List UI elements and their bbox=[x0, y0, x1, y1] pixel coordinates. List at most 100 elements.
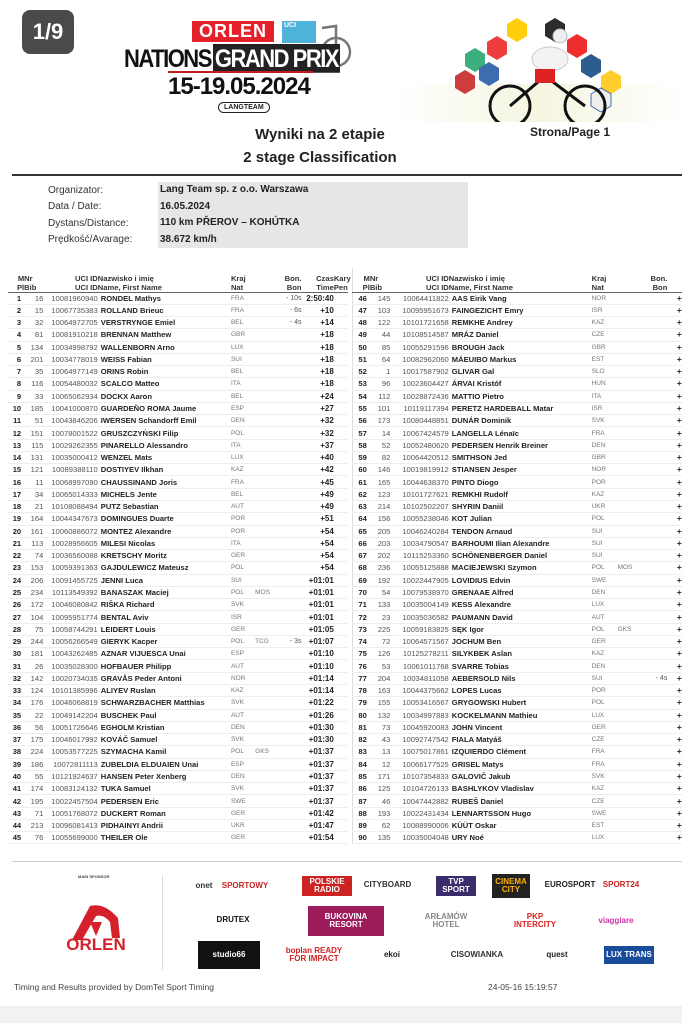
cell-time: +05:23 bbox=[667, 696, 682, 710]
cell-bib: 13 bbox=[369, 745, 391, 759]
cell-team bbox=[617, 831, 640, 845]
cell-pl: 41 bbox=[8, 782, 25, 796]
cell-time: +40 bbox=[301, 451, 334, 465]
cell-team bbox=[255, 598, 276, 612]
cell-pen bbox=[333, 696, 348, 710]
cell-bib: 34 bbox=[24, 488, 44, 502]
cell-name: MILESI Nicolas bbox=[97, 537, 231, 551]
cell-nat: LUX bbox=[591, 831, 618, 845]
cell-team bbox=[255, 647, 276, 661]
column-header-nat: Kraj Nat bbox=[591, 273, 607, 292]
cell-nat: KAZ bbox=[230, 463, 256, 477]
cell-team bbox=[617, 525, 640, 538]
cell-pen bbox=[333, 733, 348, 747]
table-row: 20 161 10060886072 MONTEZ Alexandre POR +54 bbox=[8, 525, 348, 538]
cell-pen bbox=[333, 770, 348, 784]
column-header-team bbox=[255, 268, 275, 292]
cell-pl: 65 bbox=[352, 525, 370, 538]
cell-bon bbox=[275, 390, 302, 403]
table-row: 2 15 10067735383 ROLLAND Brieuc FRA - 6s +10 bbox=[8, 304, 348, 318]
cell-pl: 49 bbox=[352, 328, 370, 342]
results-table-left: M Pl Nr Bib UCI ID UCI ID Nazwisko i imię N… bbox=[8, 268, 351, 845]
cell-bon bbox=[275, 341, 302, 354]
cell-name: SILYKBEK Aslan bbox=[448, 647, 592, 661]
table-row: 8 116 10054480032 SCALCO Matteo ITA +18 bbox=[8, 377, 348, 391]
sponsor-logo: BUKOVINA RESORT bbox=[308, 906, 384, 936]
cell-team bbox=[255, 488, 276, 502]
sponsor-logo: ekoi bbox=[362, 946, 422, 964]
cell-name: WEISS Fabian bbox=[97, 353, 231, 367]
cell-nat: BEL bbox=[230, 316, 256, 330]
cell-pl: 76 bbox=[352, 659, 370, 673]
cell-bib: 82 bbox=[369, 451, 391, 465]
column-header-nat: Kraj Nat bbox=[230, 273, 246, 292]
cell-team bbox=[617, 316, 640, 330]
cell-bib: 115 bbox=[24, 439, 44, 452]
cell-team bbox=[617, 635, 640, 649]
cell-name: BROUGH Jack bbox=[448, 341, 592, 354]
cell-bon bbox=[639, 598, 668, 612]
cell-bon bbox=[639, 549, 668, 563]
cell-nat: CZE bbox=[591, 328, 618, 342]
cell-nat: POL bbox=[591, 561, 618, 575]
table-header-row: M Pl Nr Bib UCI ID UCI ID Nazwisko i imię N… bbox=[8, 268, 351, 292]
cell-uci: 10081960940 bbox=[43, 292, 98, 305]
cell-pl: 23 bbox=[8, 561, 25, 575]
sponsor-logo: EUROSPORT bbox=[545, 878, 595, 892]
cell-pl: 48 bbox=[352, 316, 370, 330]
column-header-uci: UCI ID UCI ID bbox=[426, 273, 449, 292]
cell-time: +06:54 bbox=[667, 819, 682, 833]
cell-pl: 22 bbox=[8, 549, 25, 563]
cell-uci: 10064972705 bbox=[43, 316, 98, 330]
cell-nat: GER bbox=[591, 635, 618, 649]
cell-uci: 10108088494 bbox=[43, 500, 98, 514]
table-row: 27 104 10095951774 BENTAL Aviv ISR +01:01 bbox=[8, 610, 348, 624]
cell-bon bbox=[275, 733, 302, 747]
cell-uci: 10064420512 bbox=[390, 451, 449, 465]
cell-pl: 63 bbox=[352, 500, 370, 514]
cell-time: +06:21 bbox=[667, 745, 682, 759]
cell-nat: EST bbox=[591, 353, 618, 367]
cell-bon bbox=[639, 807, 668, 820]
cell-bon bbox=[639, 451, 668, 465]
cell-uci: 10035004149 bbox=[390, 598, 449, 612]
cell-bib: 26 bbox=[24, 659, 44, 673]
cell-uci: 10060886072 bbox=[43, 525, 98, 538]
cell-pen bbox=[333, 635, 348, 649]
cell-uci: 10053416567 bbox=[390, 696, 449, 710]
cell-bib: 96 bbox=[369, 377, 391, 391]
cell-time: +01:14 bbox=[301, 672, 334, 686]
cell-time: +01:22 bbox=[301, 696, 334, 710]
sponsor-logo: CITYBOARD bbox=[364, 878, 411, 892]
cell-uci: 10119117394 bbox=[390, 402, 449, 416]
cell-pen bbox=[333, 831, 348, 845]
cell-time: +01:58 bbox=[667, 292, 682, 305]
cell-nat: NOR bbox=[591, 292, 618, 305]
cell-uci: 10067424579 bbox=[390, 426, 449, 440]
cell-pl: 84 bbox=[352, 758, 370, 771]
cell-bib: 124 bbox=[24, 684, 44, 698]
cell-nat: POL bbox=[230, 745, 256, 759]
cell-uci: 10080448851 bbox=[390, 414, 449, 428]
cell-name: DOMINGUES Duarte bbox=[97, 512, 231, 526]
cell-pl: 4 bbox=[8, 328, 25, 342]
cell-nat: ITA bbox=[230, 439, 256, 452]
cell-uci: 10052480620 bbox=[390, 439, 449, 452]
cell-bib: 23 bbox=[369, 610, 391, 624]
print-timestamp: 24-05-16 15:19:57 bbox=[488, 982, 558, 992]
main-sponsor-label: MAIN SPONSOR bbox=[78, 874, 110, 879]
cell-bib: 15 bbox=[24, 304, 44, 318]
cell-time: +06:21 bbox=[667, 758, 682, 771]
cell-team bbox=[617, 610, 640, 624]
cell-pl: 77 bbox=[352, 672, 370, 686]
cell-bib: 123 bbox=[369, 488, 391, 502]
cell-uci: 10068997090 bbox=[43, 475, 98, 489]
table-row: 66 203 10034790547 BARHOUMI Ilian Alexandre… bbox=[352, 537, 682, 551]
cell-time: +01:30 bbox=[301, 721, 334, 735]
